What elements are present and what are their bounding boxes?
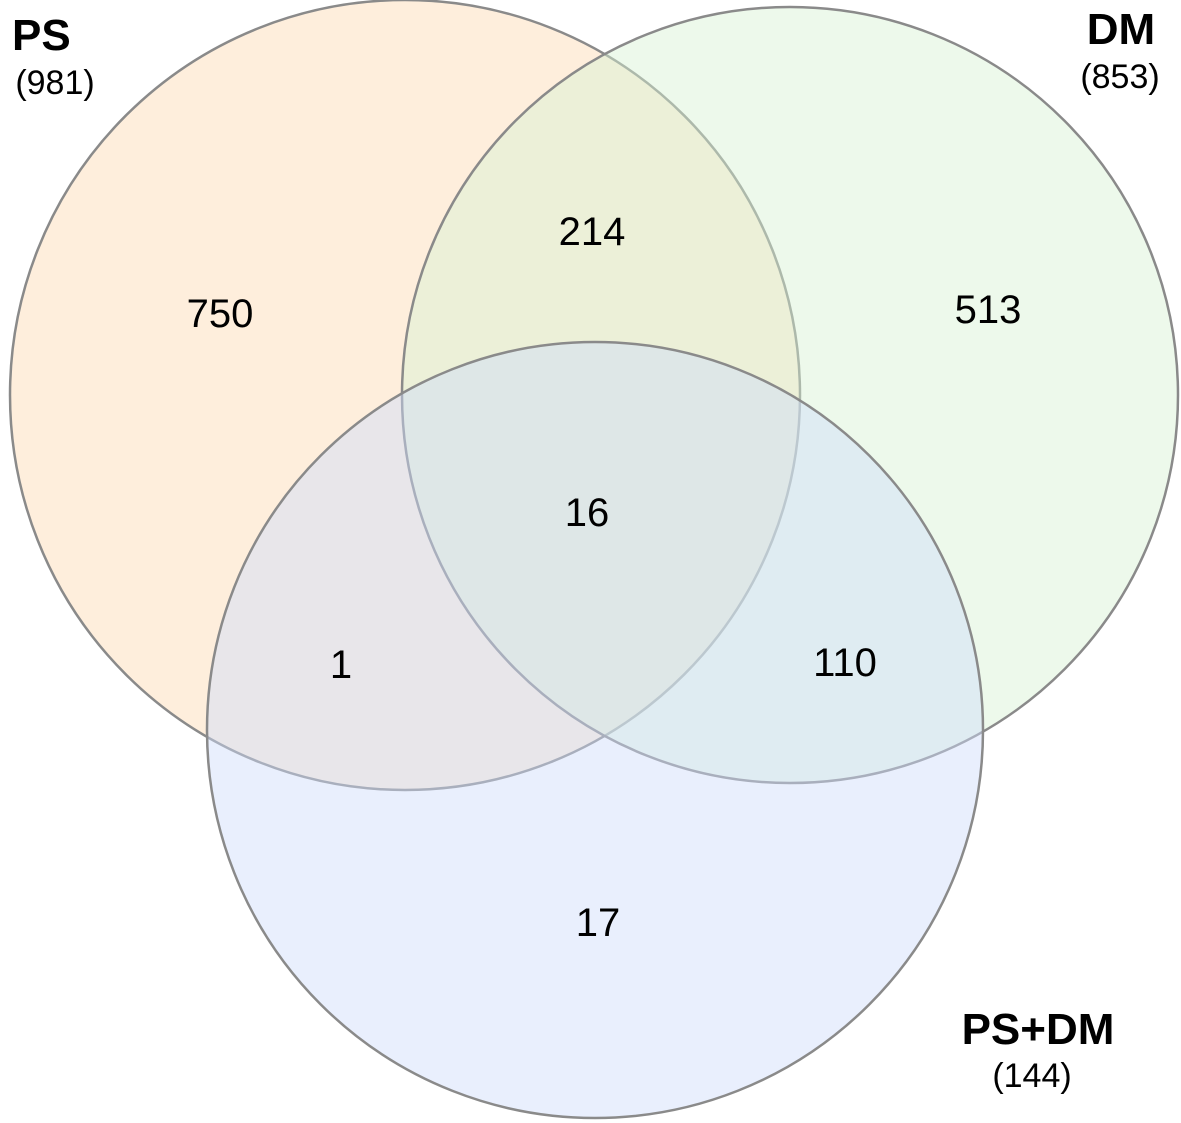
dm-set-label: DM <box>1087 5 1155 54</box>
region-psdm-only: 17 <box>576 901 621 945</box>
psdm-set-count: (144) <box>992 1057 1071 1095</box>
psdm-set-label: PS+DM <box>962 1005 1115 1054</box>
psdm-circle <box>205 340 985 1120</box>
region-ps-dm: 214 <box>559 210 626 254</box>
ps-set-count: (981) <box>15 64 94 102</box>
dm-set-count: (853) <box>1080 58 1159 96</box>
region-ps-only: 750 <box>187 292 254 336</box>
region-dm-psdm: 110 <box>813 641 877 685</box>
ps-set-label: PS <box>12 11 71 60</box>
region-ps-psdm: 1 <box>330 643 352 687</box>
ps-circle <box>8 0 802 792</box>
region-dm-only: 513 <box>955 288 1022 332</box>
region-all: 16 <box>565 491 610 535</box>
